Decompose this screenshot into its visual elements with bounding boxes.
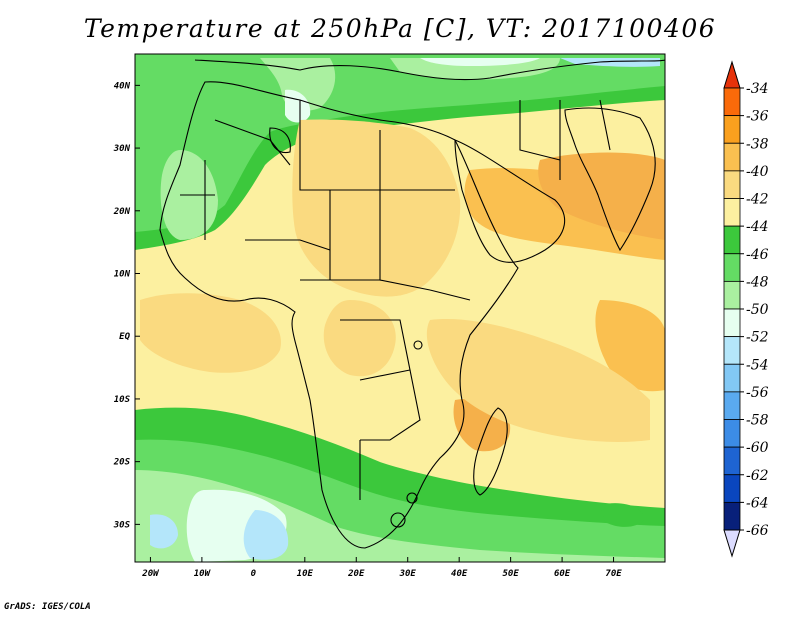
colorbar-swatch bbox=[723, 142, 741, 172]
colorbar-label: -34 bbox=[746, 81, 769, 97]
colorbar-label: -58 bbox=[746, 413, 769, 429]
colorbar-label: -40 bbox=[746, 164, 769, 180]
colorbar-label: -44 bbox=[746, 219, 769, 235]
colorbar-label: -60 bbox=[746, 440, 769, 456]
colorbar-swatch bbox=[723, 253, 741, 282]
colorbar-label: -52 bbox=[746, 330, 769, 346]
lat-tick-label: 10S bbox=[114, 395, 131, 405]
colorbar-swatch bbox=[723, 363, 741, 393]
colorbar-label: -36 bbox=[746, 109, 769, 125]
colorbar-swatch bbox=[723, 87, 741, 117]
lat-tick-label: EQ bbox=[119, 332, 130, 342]
colorbar-label: -46 bbox=[746, 247, 769, 263]
lat-tick-label: 40N bbox=[114, 81, 131, 91]
colorbar-swatch bbox=[723, 115, 741, 144]
map-frame bbox=[134, 53, 666, 563]
colorbar-label: -66 bbox=[746, 523, 769, 539]
map-title: Temperature at 250hPa [C], VT: 201710040… bbox=[83, 14, 717, 43]
lon-tick-label: 20W bbox=[141, 569, 160, 579]
temperature-field bbox=[135, 54, 665, 562]
lat-tick-label: 30S bbox=[113, 520, 131, 530]
colorbar-swatch bbox=[723, 280, 741, 310]
lon-tick-label: 70E bbox=[605, 569, 622, 579]
colorbar-label: -38 bbox=[746, 136, 769, 152]
lon-tick-label: 10W bbox=[194, 569, 212, 579]
colorbar-swatch bbox=[723, 501, 741, 531]
colorbar: -34 -36 -38 -40 -42 -44 -46 -48 -50 -52 -54 -56 -58 -… bbox=[723, 60, 769, 558]
lon-tick-label: 60E bbox=[554, 569, 571, 579]
lon-tick-label: 50E bbox=[502, 569, 519, 579]
colorbar-swatch bbox=[723, 419, 741, 448]
colorbar-label: -50 bbox=[746, 302, 769, 318]
lat-tick-label: 30N bbox=[113, 144, 131, 154]
lat-tick-label: 20N bbox=[113, 207, 131, 217]
colorbar-swatch bbox=[723, 391, 741, 420]
coastlines bbox=[159, 59, 665, 549]
lon-tick-label: 30E bbox=[399, 569, 417, 579]
colorbar-label: -62 bbox=[746, 468, 769, 484]
credit-footer: GrADS: IGES/COLA bbox=[4, 602, 91, 612]
colorbar-swatch bbox=[723, 225, 741, 255]
colorbar-swatch bbox=[723, 446, 741, 476]
colorbar-swatch bbox=[723, 474, 741, 503]
lon-tick-label: 40E bbox=[451, 569, 468, 579]
lat-tick-label: 10N bbox=[114, 270, 131, 280]
colorbar-swatch bbox=[723, 170, 741, 199]
colorbar-bottom-arrow bbox=[723, 529, 741, 558]
colorbar-swatch bbox=[723, 198, 741, 227]
lon-tick-label: 20E bbox=[347, 569, 365, 579]
colorbar-label: -56 bbox=[746, 385, 769, 401]
lon-tick-label: 0 bbox=[251, 569, 257, 579]
colorbar-swatch bbox=[723, 336, 741, 365]
axis-ticks: 20W 10W 0 10E 20E 30E 40E 50E 60E 70E 40N 30N 20N 10N… bbox=[113, 81, 623, 579]
colorbar-swatch bbox=[723, 308, 741, 338]
colorbar-label: -42 bbox=[746, 192, 769, 208]
colorbar-label: -48 bbox=[746, 274, 769, 290]
colorbar-top-arrow bbox=[723, 60, 741, 89]
lat-tick-label: 20S bbox=[113, 458, 131, 468]
lon-tick-label: 10E bbox=[297, 569, 314, 579]
colorbar-label: -54 bbox=[746, 357, 769, 373]
colorbar-label: -64 bbox=[746, 495, 769, 511]
